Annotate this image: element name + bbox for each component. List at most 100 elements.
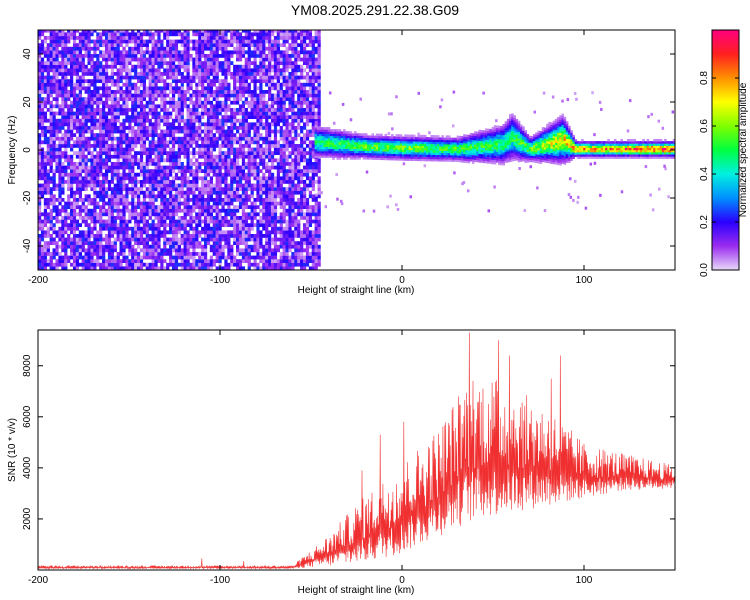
- spectrogram-cell: [203, 122, 208, 127]
- spectrogram-cell: [43, 230, 48, 235]
- spectrogram-cell: [148, 100, 152, 105]
- spectrogram-cell: [122, 158, 126, 163]
- spectrogram-cell: [250, 61, 254, 65]
- spectrogram-cell: [46, 230, 50, 235]
- spectrogram-cell: [96, 216, 100, 220]
- spectrogram-cell: [90, 219, 94, 224]
- spectrogram-cell: [160, 136, 164, 141]
- spectrogram-cell: [238, 39, 243, 44]
- spectrogram-cell: [93, 208, 97, 213]
- spectrogram-cell: [201, 205, 205, 209]
- spectrogram-cell: [166, 111, 170, 116]
- spectrogram-cell: [262, 255, 266, 260]
- spectrogram-cell: [148, 237, 152, 242]
- spectrogram-cell: [38, 208, 42, 213]
- spectrogram-cell: [192, 248, 196, 253]
- spectrogram-cell: [250, 162, 254, 166]
- spectrogram-cell: [221, 140, 225, 145]
- spectrogram-cell: [55, 198, 59, 202]
- spectrogram-cell: [49, 198, 53, 202]
- spectrogram-cell: [203, 223, 208, 227]
- spectrogram-cell: [169, 223, 173, 227]
- spectrogram-cell: [288, 183, 292, 188]
- spectrogram-cell: [256, 241, 260, 245]
- spectrogram-cell: [189, 187, 193, 191]
- spectrogram-cell: [279, 93, 283, 98]
- spectrogram-cell: [64, 133, 68, 137]
- spectrogram-cell: [58, 234, 62, 238]
- spectrogram-cell: [137, 57, 141, 62]
- spectrogram-cell: [154, 61, 158, 65]
- spectrogram-cell: [46, 30, 50, 33]
- spectrogram-cell: [169, 205, 173, 209]
- spectrogram-cell: [75, 176, 80, 181]
- spectrogram-cell: [43, 54, 48, 58]
- spectrogram-cell: [43, 86, 48, 91]
- spectrogram-cell: [238, 172, 243, 177]
- spectrogram-cell: [195, 39, 199, 44]
- spectrogram-cell: [291, 219, 295, 224]
- spectrogram-cell: [227, 57, 231, 62]
- spectrogram-cell: [84, 136, 88, 141]
- spectrogram-cell: [154, 115, 158, 119]
- spectrogram-cell: [128, 68, 132, 73]
- spectrogram-cell: [174, 46, 179, 51]
- spectrogram-cell: [131, 133, 135, 137]
- spectrogram-cell: [134, 86, 138, 91]
- spectrogram-cell: [137, 118, 141, 123]
- spectrogram-cell: [75, 30, 80, 33]
- spectrogram-cell: [195, 50, 199, 55]
- spectrogram-cell: [273, 262, 278, 267]
- spectrogram-cell: [192, 43, 196, 47]
- spectrogram-cell: [49, 57, 53, 62]
- spectrogram-cell: [75, 115, 80, 119]
- spectrogram-cell: [157, 255, 161, 260]
- spectrogram-cell: [139, 165, 144, 170]
- spectrogram-cell: [52, 30, 56, 33]
- spectrogram-cell: [203, 212, 208, 217]
- spectrogram-cell: [145, 237, 149, 242]
- spectrogram-cell: [259, 133, 263, 137]
- spectrogram-cell: [43, 201, 48, 206]
- spectrogram-cell: [142, 136, 147, 141]
- spectrogram-cell: [241, 104, 246, 109]
- spectrogram-cell: [72, 244, 77, 249]
- spectrogram-cell: [250, 93, 254, 98]
- spectrogram-cell: [195, 198, 199, 202]
- spectrogram-cell: [276, 100, 280, 105]
- spectrogram-cell: [122, 46, 126, 51]
- spectrogram-cell: [273, 183, 278, 188]
- spectrogram-cell: [285, 259, 289, 263]
- spectrogram-cell: [195, 43, 199, 47]
- spectrogram-cell: [102, 266, 106, 270]
- spectrogram-cell: [186, 165, 190, 170]
- spectrogram-cell: [206, 61, 211, 65]
- spectrogram-cell: [212, 79, 216, 83]
- spectrogram-cell: [285, 133, 289, 137]
- spectrogram-cell: [268, 147, 272, 152]
- spectrogram-cell: [238, 216, 243, 220]
- spectrogram-cell: [198, 176, 202, 181]
- spectrogram-cell: [139, 133, 144, 137]
- spectrogram-cell: [262, 252, 266, 256]
- spectrogram-cell: [134, 43, 138, 47]
- spectrogram-cell: [276, 36, 280, 40]
- spectrogram-cell: [236, 43, 240, 47]
- spectrogram-cell: [227, 64, 231, 69]
- spectrogram-cell: [81, 151, 85, 155]
- spectrogram-cell: [113, 118, 117, 123]
- spectrogram-cell: [119, 61, 123, 65]
- spectrogram-cell: [134, 158, 138, 163]
- spectrogram-cell: [96, 230, 100, 235]
- spectrogram-cell: [61, 115, 65, 119]
- spectrogram-cell: [198, 212, 202, 217]
- spectrogram-cell: [180, 147, 184, 152]
- spectrogram-cell: [224, 86, 228, 91]
- spectrogram-cell: [61, 61, 65, 65]
- spectrogram-cell: [131, 111, 135, 116]
- spectrogram-cell: [291, 212, 295, 217]
- spectrogram-cell: [163, 79, 167, 83]
- spectrogram-cell: [201, 104, 205, 109]
- spectrogram-cell: [183, 219, 187, 224]
- spectrogram-cell: [70, 118, 74, 123]
